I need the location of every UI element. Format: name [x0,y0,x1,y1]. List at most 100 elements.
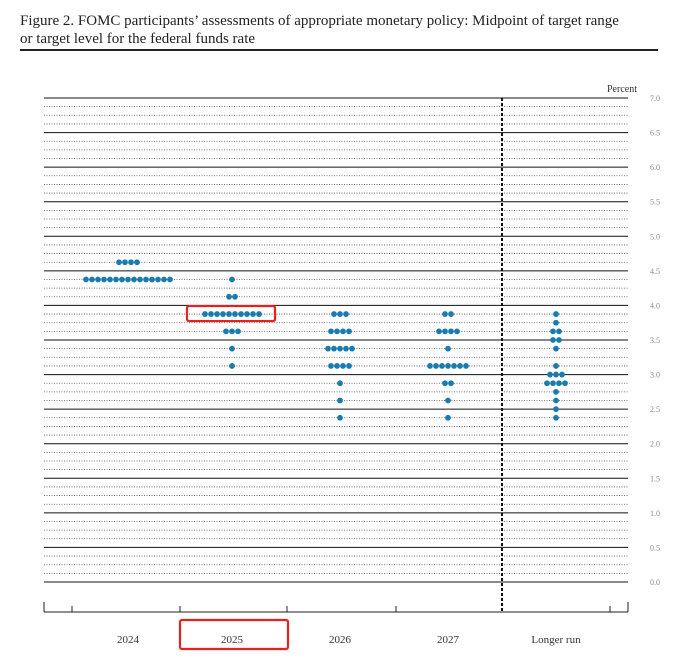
participant-dot [131,276,137,283]
highlight-boxes [178,304,290,651]
x-category-label: 2025 [221,634,244,646]
figure-title: Figure 2. FOMC participants’ assessments… [20,12,670,48]
participant-dot [149,276,155,283]
participant-dot [232,293,238,300]
x-axis [43,602,629,613]
participant-dot [349,345,355,352]
dot-marks [83,259,568,421]
y-tick-label: 5.0 [650,232,660,241]
participant-dot [553,406,559,413]
participant-dot [553,397,559,404]
participant-dot [553,345,559,352]
highlight-box-median [185,304,277,323]
participant-dot [463,363,469,369]
participant-dot [553,319,559,326]
participant-dot [113,276,119,283]
participant-dot [235,328,241,335]
participant-dot [448,311,454,317]
participant-dot [83,276,89,283]
participant-dot [556,380,562,387]
participant-dot [229,276,235,283]
x-category-label: Longer run [531,634,581,646]
participant-dot [544,380,550,387]
participant-dot [343,345,349,352]
participant-dot [556,337,562,343]
participant-dot [232,311,238,317]
participant-dot [454,328,460,335]
y-tick-label: 6.0 [650,163,660,172]
participant-dot [331,345,337,352]
y-tick-labels: 0.0 0.5 1.0 1.5 2.0 2.5 3.0 3.5 4.0 4.5 5.0 5.5 6.0 6… [650,94,660,587]
participant-dot [256,311,262,317]
participant-dot [223,328,229,335]
participant-dot [208,311,214,317]
participant-dot [340,328,346,335]
participant-dot [122,259,128,266]
participant-dot [550,380,556,387]
participant-dot [229,345,235,352]
participant-dot [445,363,451,369]
y-tick-label: 4.0 [650,301,660,310]
figure-title-line-1: Figure 2. FOMC participants’ assessments… [20,13,619,29]
highlight-box-category [178,618,290,651]
participant-dot [167,276,173,283]
y-tick-label: 2.5 [650,405,660,414]
participant-dot [340,363,346,369]
participant-dot [346,328,352,335]
participant-dot [101,276,107,283]
participant-dot [553,311,559,317]
participant-dot [128,259,134,266]
participant-dot [220,311,226,317]
y-tick-label: 0.0 [650,578,660,587]
participant-dot [334,363,340,369]
participant-dot [214,311,220,317]
participant-dot [451,363,457,369]
participant-dot [107,276,113,283]
participant-dot [553,363,559,369]
participant-dot [238,311,244,317]
participant-dot [550,337,556,343]
participant-dot [343,311,349,317]
participant-dot [457,363,463,369]
participant-dot [143,276,149,283]
participant-dot [553,414,559,421]
y-tick-label: 4.5 [650,267,660,276]
participant-dot [334,328,340,335]
x-category-label: 2024 [117,634,140,646]
participant-dot [337,397,343,404]
participant-dot [445,397,451,404]
y-tick-label: 3.0 [650,371,660,380]
y-tick-label: 5.5 [650,198,660,207]
figure-title-line-2: or target level for the federal funds ra… [20,31,256,47]
participant-dot [553,371,559,378]
participant-dot [226,311,232,317]
participant-dot [244,311,250,317]
participant-dot [229,363,235,369]
participant-dot [436,328,442,335]
participant-dot [155,276,161,283]
participant-dot [202,311,208,317]
y-tick-label: 1.0 [650,509,660,518]
participant-dot [427,363,433,369]
participant-dot [137,276,143,283]
participant-dot [550,328,556,335]
participant-dot [556,328,562,335]
x-category-label: 2027 [437,634,460,646]
participant-dot [134,259,140,266]
y-tick-label: 7.0 [650,94,660,103]
participant-dot [226,293,232,300]
participant-dot [325,345,331,352]
title-rule [20,49,658,51]
participant-dot [448,380,454,387]
participant-dot [442,328,448,335]
grid-lines [44,97,628,612]
participant-dot [445,345,451,352]
participant-dot [337,414,343,421]
participant-dot [119,276,125,283]
participant-dot [562,380,568,387]
x-category-labels: 2024 2025 2026 2027 Longer run [117,634,581,646]
participant-dot [547,371,553,378]
participant-dot [337,380,343,387]
participant-dot [346,363,352,369]
